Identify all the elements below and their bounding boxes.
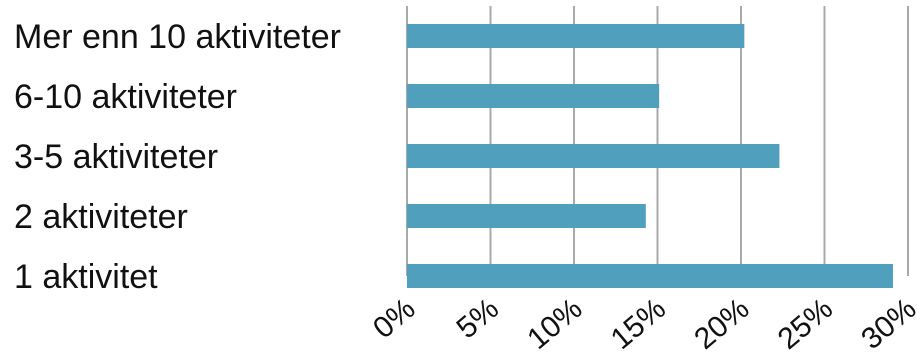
bar-0 — [407, 24, 745, 48]
bar-3 — [407, 204, 646, 228]
x-tick-label-1: 5% — [451, 292, 505, 345]
x-tick-labels: 0% 5% 10% 15% 20% 25% 30% — [367, 292, 917, 356]
gridlines — [406, 6, 909, 276]
x-tick-label-4: 20% — [688, 292, 755, 356]
category-label-2: 3-5 aktiviteter — [14, 138, 218, 176]
x-tick-label-3: 15% — [605, 292, 672, 356]
category-label-0: Mer enn 10 aktiviteter — [14, 18, 341, 56]
x-tick-label-6: 30% — [855, 292, 917, 356]
category-label-4: 1 aktivitet — [14, 258, 158, 296]
category-label-3: 2 aktiviteter — [14, 198, 188, 236]
bar-4 — [407, 264, 893, 288]
x-tick-label-0: 0% — [367, 292, 421, 345]
x-tick-label-2: 10% — [521, 292, 588, 356]
bar-1 — [407, 84, 660, 108]
category-labels: Mer enn 10 aktiviteter 6-10 aktiviteter 3-… — [14, 18, 341, 296]
category-label-1: 6-10 aktiviteter — [14, 78, 237, 116]
bar-2 — [407, 144, 780, 168]
bars — [407, 24, 893, 288]
x-tick-label-5: 25% — [772, 292, 839, 356]
